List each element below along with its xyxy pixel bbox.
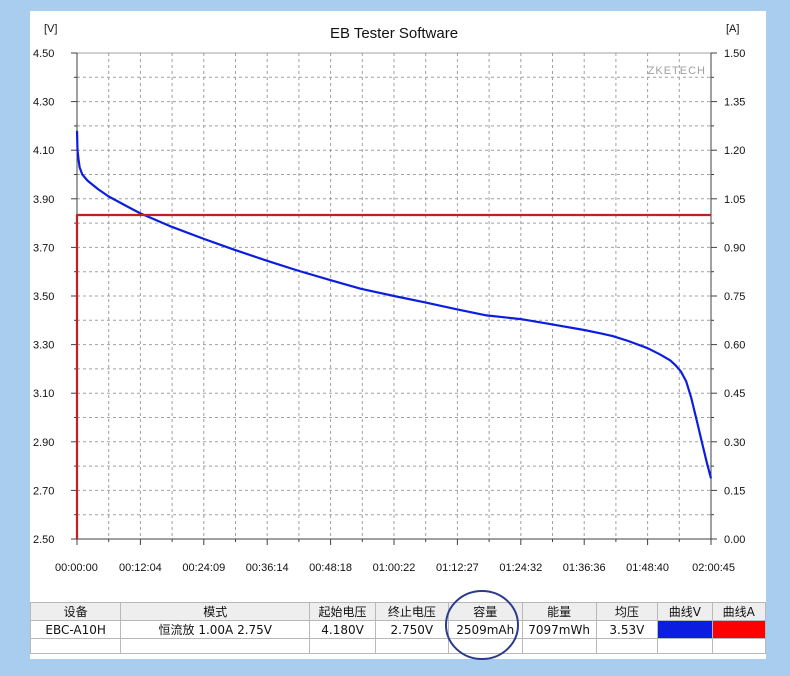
- cell-avg-voltage: 3.53V: [595, 620, 659, 639]
- cell-end-voltage: 2.750V: [374, 620, 449, 639]
- header-end-voltage: 终止电压: [374, 602, 449, 621]
- voltage-curve-line: [75, 130, 713, 479]
- x-tick-label: 01:48:40: [626, 562, 669, 574]
- y-left-tick-label: 3.50: [33, 291, 54, 303]
- y-left-tick-label: 4.10: [33, 145, 54, 157]
- header-avg-voltage: 均压: [595, 602, 659, 621]
- y-right-unit: [A]: [726, 23, 739, 35]
- y-right-tick-label: 0.30: [724, 437, 745, 449]
- y-right-tick-label: 0.45: [724, 388, 745, 400]
- y-right-tick-label: 0.15: [724, 485, 745, 497]
- x-tick-label: 01:36:36: [563, 562, 606, 574]
- data-table: 设备 模式 起始电压 终止电压 容量 能量 均压 曲线V 曲线A EBC-A10…: [29, 602, 767, 654]
- cell-energy: 7097mWh: [521, 620, 597, 639]
- y-right-tick-label: 1.35: [724, 97, 745, 109]
- cell-mode: 恒流放 1.00A 2.75V: [120, 620, 311, 639]
- chart-title: EB Tester Software: [330, 25, 458, 42]
- y-right-tick-label: 0.00: [724, 534, 745, 546]
- swatch-curve-a[interactable]: [711, 620, 767, 639]
- y-left-tick-label: 3.30: [33, 340, 54, 352]
- y-left-tick-label: 3.90: [33, 194, 54, 206]
- capacity-circle-annotation: [445, 590, 519, 660]
- y-right-tick-label: 1.50: [724, 48, 745, 60]
- watermark: ZKETECH: [648, 65, 706, 77]
- cell-device: EBC-A10H: [29, 620, 122, 639]
- header-device: 设备: [29, 602, 122, 621]
- y-left-tick-label: 3.70: [33, 242, 54, 254]
- chart-svg: EB Tester Software [V] [A] ZKETECH 4.504…: [33, 23, 745, 574]
- x-tick-label: 01:12:27: [436, 562, 479, 574]
- x-tick-label: 00:00:00: [55, 562, 98, 574]
- table-empty-row: [29, 638, 767, 654]
- y-left-unit: [V]: [44, 23, 57, 35]
- swatch-curve-v[interactable]: [657, 620, 713, 639]
- table-row[interactable]: EBC-A10H 恒流放 1.00A 2.75V 4.180V 2.750V 2…: [29, 620, 767, 639]
- header-curve-a: 曲线A: [711, 602, 767, 621]
- series: [75, 130, 713, 539]
- y-left-tick-label: 2.90: [33, 437, 54, 449]
- cell-start-voltage: 4.180V: [309, 620, 376, 639]
- header-mode: 模式: [120, 602, 311, 621]
- current-curve-line: [75, 213, 711, 539]
- x-tick-label: 01:00:22: [373, 562, 416, 574]
- x-tick-label: 00:36:14: [246, 562, 289, 574]
- y-right-tick-label: 1.20: [724, 145, 745, 157]
- chart-panel: EB Tester Software [V] [A] ZKETECH 4.50 4…: [29, 11, 767, 660]
- x-tick-label: 00:48:18: [309, 562, 352, 574]
- y-right-tick-label: 0.75: [724, 291, 745, 303]
- x-tick-label: 01:24:32: [499, 562, 542, 574]
- y-left-tick-label: 4.30: [33, 97, 54, 109]
- y-left-tick-label: 3.10: [33, 388, 54, 400]
- y-left-tick-label: 2.70: [33, 485, 54, 497]
- header-curve-v: 曲线V: [657, 602, 713, 621]
- y-right-tick-label: 0.60: [724, 340, 745, 352]
- y-right-tick-label: 1.05: [724, 194, 745, 206]
- y-left-tick-label: 4.50: [33, 48, 54, 60]
- y-left-tick-label: 2.50: [33, 534, 54, 546]
- x-tick-label: 00:12:04: [119, 562, 162, 574]
- table-header-row: 设备 模式 起始电压 终止电压 容量 能量 均压 曲线V 曲线A: [29, 602, 767, 621]
- tick-labels: 4.50 4.30 4.10 3.90 3.70 3.50 3.30 3.10 2.90 2.70…: [33, 48, 745, 574]
- x-tick-label: 00:24:09: [182, 562, 225, 574]
- x-tick-label: 02:00:45: [692, 562, 735, 574]
- header-energy: 能量: [521, 602, 597, 621]
- y-right-tick-label: 0.90: [724, 242, 745, 254]
- header-start-voltage: 起始电压: [309, 602, 376, 621]
